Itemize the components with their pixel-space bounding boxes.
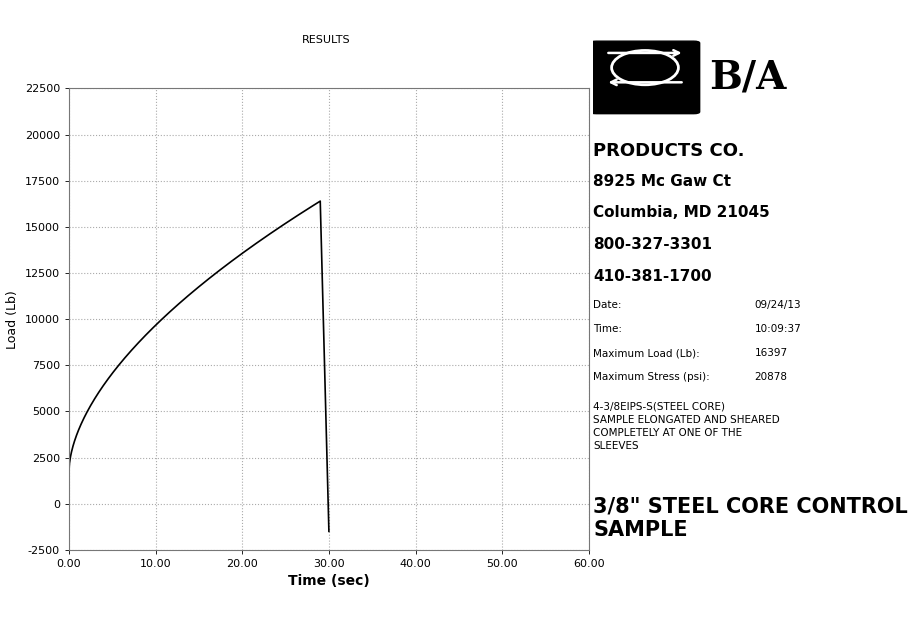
Text: B/A: B/A [708, 58, 786, 97]
Text: 20878: 20878 [754, 372, 787, 382]
Text: Columbia, MD 21045: Columbia, MD 21045 [593, 205, 769, 221]
Text: PRODUCTS CO.: PRODUCTS CO. [593, 142, 744, 160]
Text: 10:09:37: 10:09:37 [754, 324, 800, 334]
Text: 09/24/13: 09/24/13 [754, 300, 800, 310]
Text: Date:: Date: [593, 300, 621, 310]
Text: 4-3/8EIPS-S(STEEL CORE)
SAMPLE ELONGATED AND SHEARED
COMPLETELY AT ONE OF THE
SL: 4-3/8EIPS-S(STEEL CORE) SAMPLE ELONGATED… [593, 401, 779, 451]
Text: 16397: 16397 [754, 348, 787, 358]
X-axis label: Time (sec): Time (sec) [288, 574, 369, 588]
Text: 8925 Mc Gaw Ct: 8925 Mc Gaw Ct [593, 174, 731, 189]
Y-axis label: Load (Lb): Load (Lb) [6, 290, 19, 348]
Text: Maximum Load (Lb):: Maximum Load (Lb): [593, 348, 699, 358]
Text: 3/8" STEEL CORE CONTROL
SAMPLE: 3/8" STEEL CORE CONTROL SAMPLE [593, 496, 907, 540]
FancyBboxPatch shape [590, 41, 699, 114]
Text: Time:: Time: [593, 324, 622, 334]
Text: RESULTS: RESULTS [302, 35, 350, 45]
Text: Maximum Stress (psi):: Maximum Stress (psi): [593, 372, 709, 382]
Ellipse shape [611, 51, 677, 85]
Text: 800-327-3301: 800-327-3301 [593, 237, 711, 252]
Text: 410-381-1700: 410-381-1700 [593, 269, 711, 284]
